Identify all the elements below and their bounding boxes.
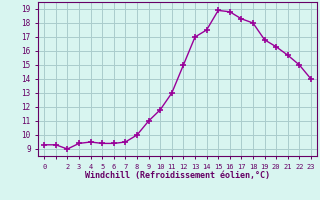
X-axis label: Windchill (Refroidissement éolien,°C): Windchill (Refroidissement éolien,°C) (85, 171, 270, 180)
